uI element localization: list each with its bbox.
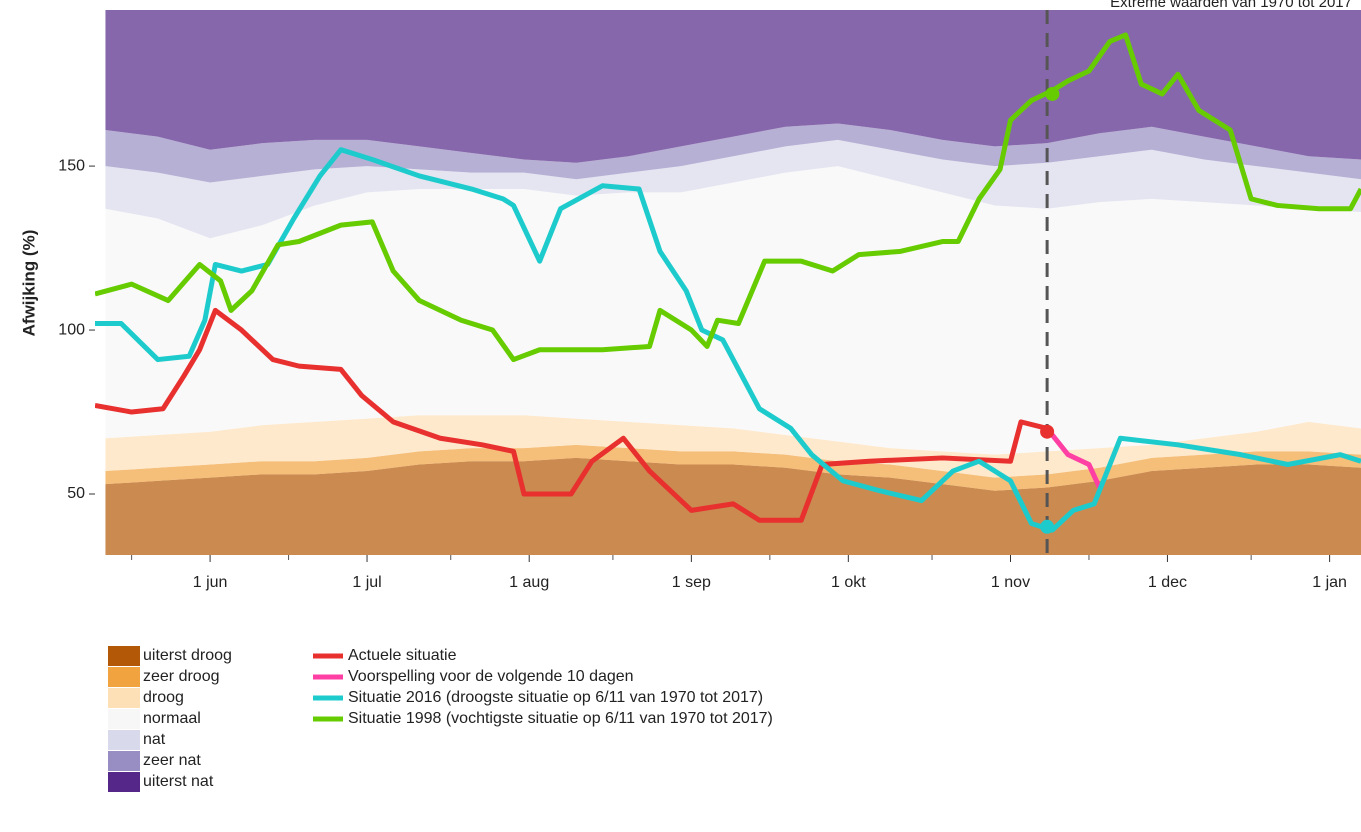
legend-label: Voorspelling voor de volgende 10 dagen	[348, 668, 634, 685]
legend-label: zeer droog	[143, 668, 220, 685]
x-tick-label: 1 jun	[193, 574, 228, 591]
x-tick-label: 1 nov	[991, 574, 1030, 591]
legend-label: zeer nat	[143, 752, 201, 769]
legend-swatch	[108, 688, 140, 708]
legend-label: droog	[143, 689, 184, 706]
y-tick-label: 50	[67, 485, 85, 502]
x-tick-label: 1 dec	[1148, 574, 1187, 591]
legend-swatch	[108, 751, 140, 771]
line-series	[95, 307, 1048, 523]
y-tick-label: 100	[58, 321, 85, 338]
legend-swatch	[108, 667, 140, 687]
annotation: Extreme waarden van 1970 tot 2017	[1110, 0, 1352, 11]
band	[105, 10, 1361, 163]
legend-label: normaal	[143, 710, 201, 727]
x-tick-label: 1 okt	[831, 574, 866, 591]
line-series	[95, 32, 1361, 363]
marker	[1040, 424, 1055, 439]
line-series	[1045, 426, 1102, 489]
x-tick-label: 1 jan	[1312, 574, 1347, 591]
legend-label: Situatie 2016 (droogste situatie op 6/11…	[348, 689, 763, 706]
marker	[1045, 86, 1060, 101]
legend-swatch	[108, 730, 140, 750]
band	[105, 139, 1361, 239]
plot-area	[95, 10, 1361, 555]
legend-label: Actuele situatie	[348, 647, 457, 664]
x-tick-label: 1 aug	[509, 574, 549, 591]
x-tick-label: 1 jul	[352, 574, 381, 591]
legend-swatch	[108, 772, 140, 792]
legend-swatch	[108, 646, 140, 666]
y-tick-label: 150	[58, 157, 85, 174]
legend-label: Situatie 1998 (vochtigste situatie op 6/…	[348, 710, 773, 727]
legend-swatch	[108, 709, 140, 729]
x-tick-label: 1 sep	[672, 574, 711, 591]
legend-label: uiterst nat	[143, 773, 214, 790]
band	[105, 123, 1361, 183]
y-axis-label: Afwijking (%)	[19, 230, 38, 337]
marker	[1040, 519, 1055, 534]
legend-label: nat	[143, 731, 166, 748]
legend-label: uiterst droog	[143, 647, 232, 664]
